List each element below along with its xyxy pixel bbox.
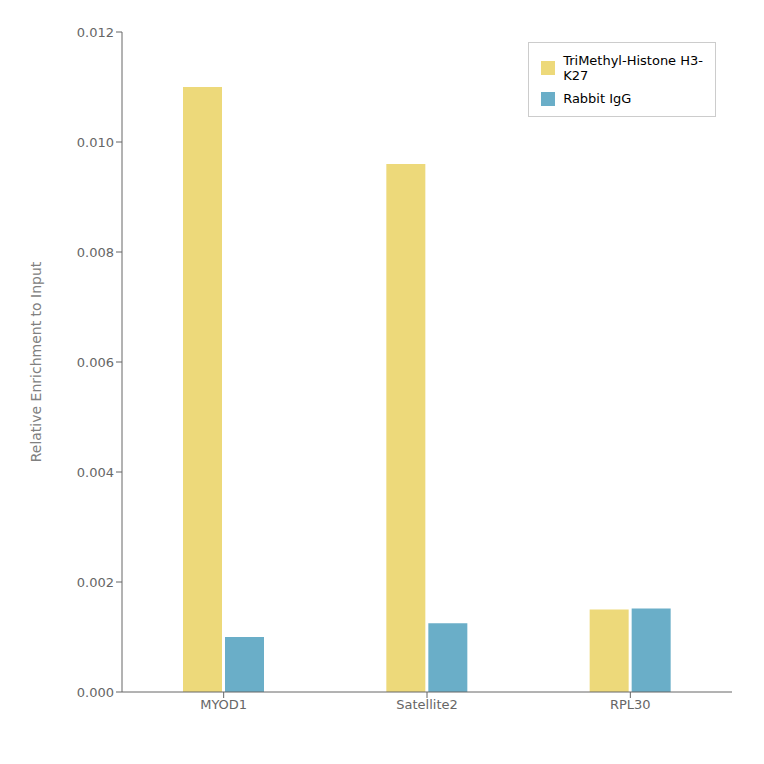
svg-text:0.004: 0.004 [77,465,114,480]
svg-text:Satellite2: Satellite2 [396,697,458,712]
svg-text:0.002: 0.002 [77,575,114,590]
html-text:Rabbit IgG: Rabbit IgG [563,91,632,106]
svg-text:0.000: 0.000 [77,685,114,700]
svg-text:Relative Enrichment to Input: Relative Enrichment to Input [28,261,44,462]
svg-text:0.012: 0.012 [77,25,114,40]
svg-text:0.010: 0.010 [77,135,114,150]
svg-text:0.006: 0.006 [77,355,114,370]
html-text:TriMethyl-Histone H3- K27: TriMethyl-Histone H3- K27 [563,53,703,83]
svg-text:RPL30: RPL30 [610,697,651,712]
svg-text:MYOD1: MYOD1 [200,697,247,712]
svg-text:0.008: 0.008 [77,245,114,260]
